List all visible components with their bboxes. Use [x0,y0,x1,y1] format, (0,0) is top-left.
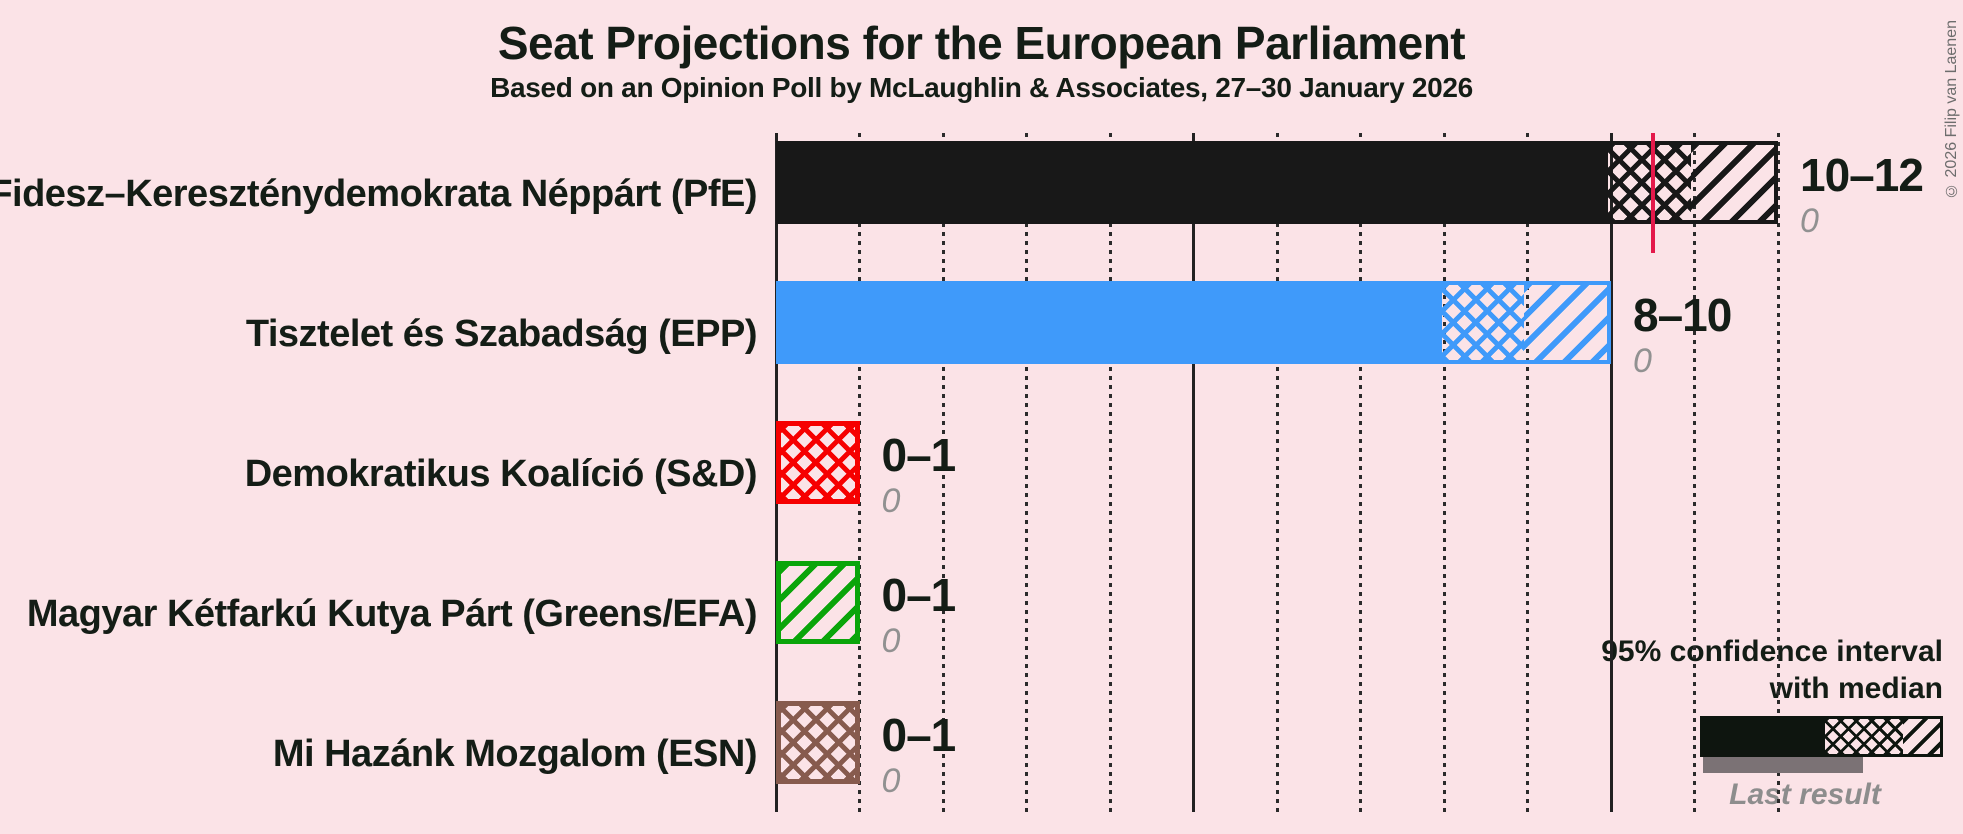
bar-segment-diag [1691,145,1774,220]
legend-solid-segment [1703,719,1825,754]
gridline-seat-11 [1693,133,1696,812]
seat-range-label: 8–10 [1633,289,1732,341]
party-label: Fidesz–Kereszténydemokrata Néppárt (PfE) [0,173,757,215]
gridline-seat-4 [1108,133,1112,812]
legend-crosshatch-segment [1825,719,1903,754]
value-label: 0–1 0 [881,709,957,800]
legend-ci-line2: with median [1769,672,1943,705]
legend-title: 95% confidence interval with median [1601,633,1943,707]
legend-confidence-interval-sample [1700,716,1943,757]
confidence-interval-bar [776,421,860,504]
bar-segment-solid [780,145,1609,220]
last-result-value: 0 [881,482,901,520]
gridline-seat-10 [1609,133,1613,812]
seat-range-label: 0–1 [881,709,957,761]
party-label: Magyar Kétfarkú Kutya Párt (Greens/EFA) [26,593,758,635]
value-label: 0–1 0 [881,569,957,660]
chart-subtitle: Based on an Opinion Poll by McLaughlin &… [490,72,1473,103]
gridline-seat-1 [858,133,861,812]
gridline-seat-3 [1025,133,1028,812]
value-label: 0–1 0 [881,429,957,520]
gridline-seat-2 [941,133,945,812]
gridline-seat-9 [1526,133,1529,812]
chart-title: Seat Projections for the European Parlia… [497,17,1466,69]
legend-ci-line1: 95% confidence interval [1601,635,1943,668]
last-result-value: 0 [881,622,901,660]
legend-last-result-sample [1703,757,1863,773]
last-result-value: 0 [881,762,901,800]
confidence-interval-bar [776,561,860,644]
last-result-value: 0 [1633,342,1652,380]
gridline-seat-5 [1192,133,1195,812]
value-label: 10–12 0 [1800,149,1924,240]
seat-range-label: 0–1 [881,569,957,621]
seat-range-label: 10–12 [1800,149,1924,201]
confidence-interval-bar [776,701,860,784]
gridline-seat-12 [1776,133,1780,812]
copyright-notice: © 2026 Filip van Laenen [1943,20,1960,199]
bar-segment-cross [781,426,855,499]
value-label: 8–10 0 [1633,289,1732,380]
legend-diagonal-segment [1903,719,1940,754]
party-label: Mi Hazánk Mozgalom (ESN) [272,733,758,775]
bar-segment-solid [780,285,1442,360]
confidence-interval-bar [776,281,1611,364]
party-label: Demokratikus Koalíció (S&D) [244,453,758,495]
bar-segment-cross [781,706,855,779]
median-line [1650,133,1655,253]
gridline-seat-7 [1359,133,1362,812]
last-result-value: 0 [1800,202,1819,240]
bar-segment-diag [781,566,855,639]
gridline-seat-6 [1275,133,1279,812]
bar-segment-diag [1524,285,1607,360]
bar-segment-cross [1441,285,1525,360]
bar-segment-cross [1608,145,1692,220]
confidence-interval-bar [776,141,1778,224]
seat-range-label: 0–1 [881,429,957,481]
gridline-seat-8 [1442,133,1446,812]
legend-last-result-label: Last result [1729,778,1881,811]
party-label: Tisztelet és Szabadság (EPP) [245,313,758,355]
